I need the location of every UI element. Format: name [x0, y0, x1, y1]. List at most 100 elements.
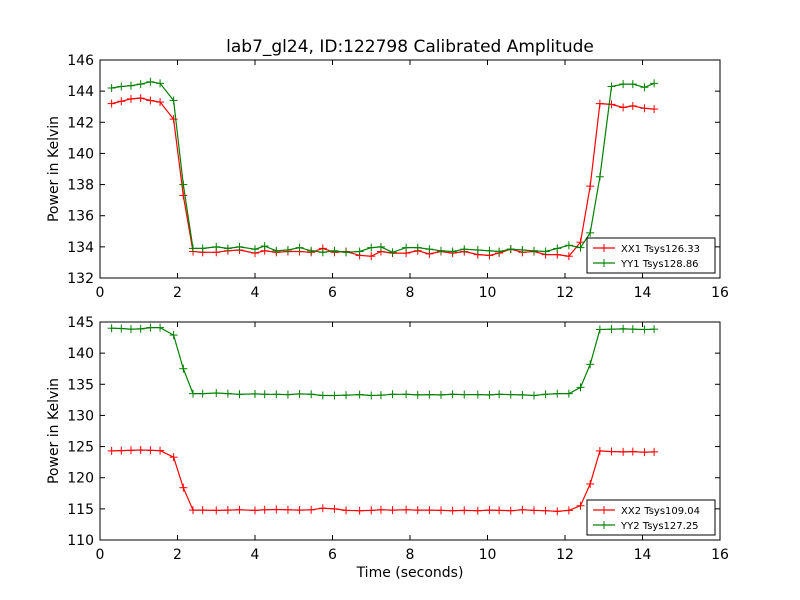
bottom-data-point [628, 325, 637, 334]
top-x-tick-label: 12 [556, 285, 574, 301]
bottom-series-2 [107, 323, 659, 400]
top-data-point [307, 246, 316, 255]
bottom-legend-item: XX2 Tsys109.04 [593, 506, 700, 517]
top-data-point [376, 242, 385, 251]
bottom-panel: 0 2 4 6 8 10 12 14 16 110 115 120 125 130 135 140 145 Pow… [46, 315, 729, 581]
top-data-point [355, 247, 364, 256]
bottom-data-point [318, 504, 327, 513]
top-data-point [260, 242, 269, 251]
bottom-data-point [485, 506, 494, 515]
bottom-axes-frame [99, 321, 721, 541]
bottom-data-point [212, 389, 221, 398]
bottom-data-point [650, 325, 659, 334]
bottom-data-point [376, 505, 385, 514]
bottom-data-point [425, 390, 434, 399]
bottom-data-point [607, 325, 616, 334]
bottom-data-point [576, 501, 585, 510]
top-legend: XX1 Tsys126.33 YY1 Tsys128.86 [586, 237, 716, 274]
top-data-point [283, 245, 292, 254]
top-data-point [506, 245, 515, 254]
top-data-point [146, 96, 155, 105]
bottom-data-point [127, 325, 135, 334]
bottom-data-point [107, 446, 116, 455]
top-data-point [127, 94, 135, 103]
bottom-data-point [448, 506, 457, 515]
bottom-data-point [437, 506, 445, 515]
bottom-data-point [318, 391, 327, 400]
top-data-point [473, 245, 482, 254]
top-y-tick-label: 144 [67, 84, 94, 100]
bottom-data-point [413, 390, 422, 399]
bottom-data-point [576, 383, 585, 392]
bottom-legend-box [586, 499, 716, 536]
top-data-point [518, 245, 527, 254]
bottom-data-point [330, 391, 339, 400]
top-data-point [541, 247, 550, 256]
top-data-point [595, 172, 604, 181]
top-data-point [198, 244, 207, 253]
bottom-data-point [619, 447, 628, 456]
bottom-data-point [402, 505, 411, 514]
top-data-point [223, 244, 232, 253]
top-data-point [564, 241, 573, 250]
top-data-point [628, 80, 637, 89]
bottom-data-point [179, 483, 188, 492]
bottom-series-1 [107, 445, 659, 516]
bottom-data-point [460, 506, 469, 515]
bottom-x-tick-label: 10 [479, 547, 497, 563]
bottom-legend: XX2 Tsys109.04 YY2 Tsys127.25 [586, 499, 716, 536]
top-y-tick-label: 138 [67, 178, 94, 194]
bottom-data-point [342, 391, 351, 400]
top-legend-label: YY1 Tsys128.86 [620, 259, 699, 270]
top-data-point [169, 96, 178, 105]
top-y-tick-label: 140 [67, 146, 94, 162]
top-data-point [564, 252, 573, 261]
bottom-data-point [640, 325, 649, 334]
top-data-point [212, 242, 221, 251]
bottom-data-point [460, 390, 469, 399]
bottom-data-point [251, 506, 259, 515]
bottom-data-point [495, 390, 504, 399]
top-data-point [553, 244, 562, 253]
bottom-x-axis-label: Time (seconds) [356, 565, 464, 581]
bottom-data-point [518, 390, 527, 399]
top-legend-box [586, 237, 716, 274]
bottom-data-point [595, 325, 604, 334]
bottom-data-point [179, 364, 188, 373]
bottom-data-point [553, 507, 562, 516]
top-x-tick-label: 0 [96, 285, 105, 301]
top-legend-item: YY1 Tsys128.86 [593, 259, 699, 270]
bottom-data-point [235, 505, 244, 514]
bottom-legend-item: YY2 Tsys127.25 [593, 521, 699, 532]
bottom-data-point [388, 390, 397, 399]
top-data-point [107, 99, 116, 108]
bottom-data-point [541, 390, 550, 399]
bottom-data-point [342, 506, 351, 515]
bottom-data-point [260, 390, 269, 399]
top-x-tick-label: 6 [328, 285, 337, 301]
bottom-legend-label: YY2 Tsys127.25 [620, 521, 699, 532]
top-y-tick-label: 136 [67, 209, 94, 225]
bottom-data-point [518, 505, 527, 514]
top-y-tick-label: 146 [67, 53, 94, 69]
bottom-y-tick-label: 145 [67, 315, 94, 331]
bottom-data-point [146, 323, 155, 332]
bottom-data-point [146, 446, 155, 455]
bottom-data-point [586, 479, 595, 488]
top-data-point [179, 191, 188, 200]
top-data-point [628, 101, 637, 110]
top-data-point [388, 248, 397, 257]
top-y-tick-label: 134 [67, 240, 94, 256]
bottom-data-point [564, 389, 573, 398]
bottom-data-point [564, 506, 573, 515]
top-data-point [295, 243, 304, 252]
bottom-data-point [628, 447, 637, 456]
top-data-point [619, 80, 628, 89]
top-data-point [485, 246, 494, 255]
bottom-data-point [473, 506, 482, 515]
top-data-point [586, 228, 595, 237]
bottom-x-tick-label: 0 [96, 547, 105, 563]
top-data-point [272, 246, 281, 255]
top-data-point [640, 83, 649, 92]
bottom-data-point [530, 391, 538, 400]
